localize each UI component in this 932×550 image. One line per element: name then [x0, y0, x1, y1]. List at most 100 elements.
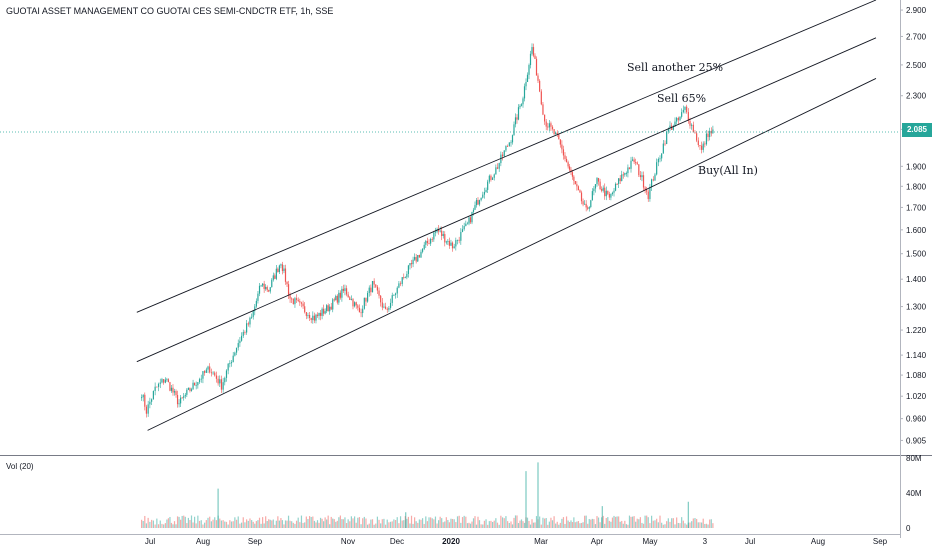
volume-bar [522, 521, 524, 528]
volume-bar [197, 515, 199, 528]
volume-bar [508, 522, 510, 528]
volume-tick-label: 0 [906, 524, 911, 533]
volume-bar [622, 523, 624, 528]
candle-body [428, 243, 430, 244]
volume-bar [327, 515, 329, 528]
candle-body [539, 80, 541, 92]
volume-bar [222, 520, 224, 528]
candle-body [144, 394, 146, 407]
candle-body [621, 174, 623, 182]
candle-body [310, 317, 312, 321]
candle-body [495, 167, 497, 175]
candle-body [505, 146, 507, 151]
volume-bar [540, 524, 542, 528]
candle-body [571, 172, 574, 177]
candle-body [286, 281, 288, 285]
candle-body [426, 240, 429, 244]
candle-body [308, 315, 311, 318]
candle-body [219, 379, 221, 384]
candle-body [141, 397, 143, 399]
volume-bars [141, 515, 714, 528]
candle-body [255, 300, 257, 307]
volume-bar [478, 520, 481, 528]
volume-bar [707, 524, 709, 528]
candle-body [305, 312, 307, 316]
volume-bar [510, 521, 512, 528]
candle-body [611, 192, 614, 194]
volume-bar [436, 523, 438, 528]
candle-body [367, 292, 369, 302]
candle-body [597, 178, 600, 182]
candle-body [164, 379, 166, 383]
volume-bar [152, 520, 154, 528]
price-tick-label: 2.700 [906, 32, 927, 41]
volume-bar [189, 520, 191, 528]
candle-body [407, 265, 410, 274]
volume-bar [477, 516, 479, 528]
candle-body [363, 297, 365, 309]
candle-body [582, 201, 584, 205]
candle-body [312, 315, 314, 321]
volume-bar [458, 515, 460, 528]
candle-body [677, 117, 679, 121]
volume-bar [183, 515, 185, 528]
volume-bar [180, 519, 182, 528]
volume-bar [619, 521, 621, 528]
candle-body [465, 223, 467, 227]
candle-body [269, 287, 271, 292]
candle-body [565, 158, 568, 163]
volume-bar [257, 520, 259, 528]
candle-body [580, 192, 583, 202]
candle-body [705, 133, 708, 145]
candle-body [358, 307, 361, 313]
candle-body [519, 105, 521, 108]
volume-bar [423, 523, 425, 528]
volume-spike [601, 506, 603, 528]
candle-body [441, 230, 443, 236]
candle-body [339, 292, 341, 298]
volume-bar [507, 521, 509, 528]
candle-body [190, 389, 193, 391]
candle-body [656, 162, 658, 175]
volume-bar [641, 522, 643, 528]
volume-bar [169, 516, 171, 528]
volume-bar [607, 517, 609, 528]
volume-bar [417, 522, 419, 528]
candle-body [404, 277, 406, 279]
candle-body [368, 287, 370, 293]
volume-bar [258, 517, 261, 528]
candle-body [200, 378, 202, 380]
candle-body [682, 109, 684, 113]
volume-bar [428, 517, 430, 528]
candle-body [275, 268, 277, 279]
volume-bar [192, 522, 194, 528]
volume-bar [393, 519, 395, 528]
candle-body [409, 263, 411, 266]
candle-body [232, 355, 234, 363]
volume-bar [149, 521, 151, 528]
volume-bar [266, 521, 268, 528]
candle-body [147, 404, 149, 414]
candle-body [507, 146, 509, 147]
volume-bar [308, 516, 311, 528]
candle-body [265, 286, 267, 289]
volume-bar [207, 517, 209, 528]
candle-body [394, 293, 397, 295]
candle-body [681, 112, 683, 117]
volume-bar [315, 522, 317, 528]
candle-body [194, 382, 196, 386]
volume-bar [503, 518, 505, 528]
candle-body [176, 395, 179, 405]
volume-bar [147, 517, 149, 528]
candle-body [329, 306, 331, 312]
candle-body [513, 124, 515, 136]
candle-body [204, 371, 206, 373]
volume-bar [511, 524, 514, 528]
volume-bar [302, 522, 304, 528]
volume-bar [528, 520, 530, 528]
volume-bar [178, 516, 180, 528]
volume-bar [483, 520, 486, 528]
candle-body [627, 167, 629, 174]
volume-bar [684, 523, 686, 528]
